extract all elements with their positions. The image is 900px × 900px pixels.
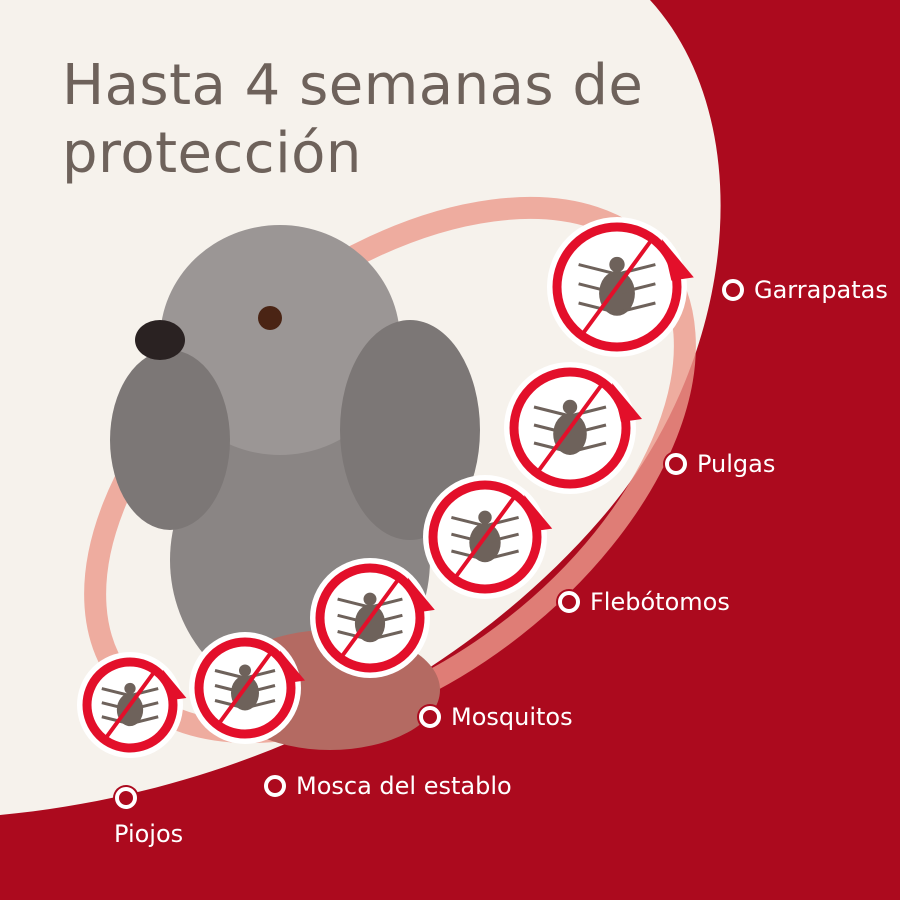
arrow-icon	[280, 650, 305, 683]
prohibited-slash	[102, 668, 158, 742]
label-pulgas: Pulgas	[665, 450, 775, 478]
bullet-icon	[115, 787, 137, 809]
label-text: Mosquitos	[451, 703, 573, 731]
page-title: Hasta 4 semanas de protección	[62, 53, 644, 186]
label-flebotomos: Flebótomos	[558, 588, 730, 616]
arrow-icon	[524, 495, 553, 532]
label-text: Pulgas	[697, 450, 776, 478]
arrow-icon	[162, 669, 187, 701]
arrow-icon	[407, 577, 435, 613]
label-garrapatas: Garrapatas	[722, 276, 888, 304]
prohibited-slash	[580, 237, 654, 337]
flea-icon	[533, 399, 607, 455]
arrow-icon	[612, 383, 642, 422]
prohibited-slash	[452, 493, 518, 581]
label-text: Garrapatas	[754, 276, 888, 304]
prohibited-slash	[338, 576, 402, 660]
bullet-icon	[722, 279, 744, 301]
bullet-icon	[558, 591, 580, 613]
arrow-icon	[661, 239, 694, 281]
mosquito-icon	[337, 592, 403, 643]
label-piojos: Piojos	[114, 820, 183, 848]
badge-mosquito	[310, 558, 435, 678]
bullet-icon	[419, 706, 441, 728]
label-text: Piojos	[114, 820, 184, 848]
badge-sandfly	[423, 475, 553, 599]
badge-stable-fly	[189, 632, 305, 744]
label-text: Mosca del establo	[296, 772, 512, 800]
badge-louse	[77, 652, 187, 758]
prohibited-slash	[215, 649, 275, 727]
bullet-icon	[665, 453, 687, 475]
badge-flea	[504, 362, 642, 494]
badge-tick	[547, 217, 694, 357]
label-mosca-del-establo: Mosca del establo	[264, 772, 512, 800]
tick-icon	[578, 256, 656, 316]
prohibited-slash	[535, 381, 605, 475]
sandfly-icon	[451, 510, 519, 563]
bullet-icon	[264, 775, 286, 797]
label-mosquitos: Mosquitos	[419, 703, 573, 731]
bullet-piojos	[115, 787, 137, 813]
label-text: Flebótomos	[590, 588, 730, 616]
